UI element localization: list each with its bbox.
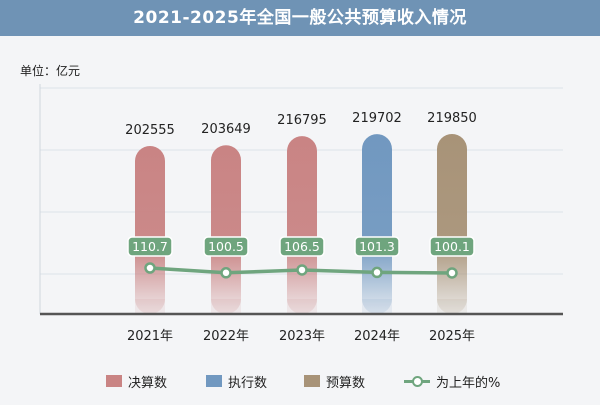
- growth-point-1: [144, 262, 156, 274]
- x-tick-label-2: 2022年: [203, 329, 249, 344]
- bar-base-2: [211, 299, 241, 314]
- legend-label-growth: 为上年的%: [436, 375, 501, 391]
- bar-1: [135, 146, 165, 314]
- x-tick-labels: 2021年 2022年 2023年 2024年 2025年: [127, 329, 475, 344]
- legend-swatch-execution: [206, 375, 222, 387]
- x-tick-label-4: 2024年: [354, 329, 400, 344]
- value-labels: 202555 203649 216795 219702 219850: [125, 111, 477, 138]
- growth-badge-3: [279, 236, 325, 257]
- value-label-1: 202555: [125, 123, 175, 138]
- bar-2: [211, 145, 241, 314]
- growth-label-1: 110.7: [132, 239, 168, 254]
- growth-line-series: 110.7 100.5 106.5 101.3 100.1: [127, 236, 475, 279]
- legend-swatch-budget: [304, 375, 320, 387]
- growth-label-4: 101.3: [359, 239, 395, 254]
- chart-area: 202555 203649 216795 219702 219850 110.7 100.…: [39, 84, 563, 344]
- bar-5: [437, 134, 467, 314]
- legend-label-final: 决算数: [128, 375, 168, 391]
- bar-base-5: [437, 299, 467, 314]
- bar-base-4: [362, 299, 392, 314]
- title-bar: [0, 0, 600, 36]
- growth-badge-5: [429, 236, 475, 257]
- growth-point-5: [446, 267, 458, 279]
- bar-base-3: [287, 299, 317, 314]
- bar-base-1: [135, 299, 165, 314]
- growth-point-4: [371, 266, 383, 279]
- legend-swatch-growth: [404, 375, 430, 387]
- growth-badge-2: [203, 236, 249, 257]
- chart-title: 2021-2025年全国一般公共预算收入情况: [133, 8, 467, 28]
- legend-item-budget: 预算数: [304, 368, 365, 394]
- legend-item-execution: 执行数: [206, 368, 267, 394]
- unit-label: 单位：亿元: [20, 64, 81, 78]
- value-label-5: 219850: [427, 111, 477, 126]
- legend-swatch-final: [106, 375, 122, 387]
- growth-label-3: 106.5: [284, 239, 320, 254]
- growth-point-2: [220, 267, 232, 279]
- bars: [135, 134, 467, 314]
- growth-label-2: 100.5: [208, 239, 244, 254]
- value-label-4: 219702: [352, 111, 402, 126]
- bar-3: [287, 136, 317, 314]
- growth-badge-4: [354, 236, 400, 257]
- growth-label-5: 100.1: [434, 239, 470, 254]
- legend-item-growth: 为上年的%: [404, 368, 500, 394]
- growth-badge-1: [127, 236, 173, 257]
- value-label-3: 216795: [277, 113, 327, 128]
- legend-label-budget: 预算数: [326, 375, 366, 391]
- legend-label-execution: 执行数: [228, 375, 268, 391]
- legend-item-final: 决算数: [106, 368, 167, 394]
- x-tick-label-3: 2023年: [279, 329, 325, 344]
- x-tick-label-5: 2025年: [429, 329, 475, 344]
- x-tick-label-1: 2021年: [127, 329, 173, 344]
- bar-4: [362, 134, 392, 314]
- legend: 决算数 执行数 预算数 为上年的%: [0, 368, 600, 394]
- value-label-2: 203649: [201, 122, 251, 137]
- growth-point-3: [296, 264, 308, 276]
